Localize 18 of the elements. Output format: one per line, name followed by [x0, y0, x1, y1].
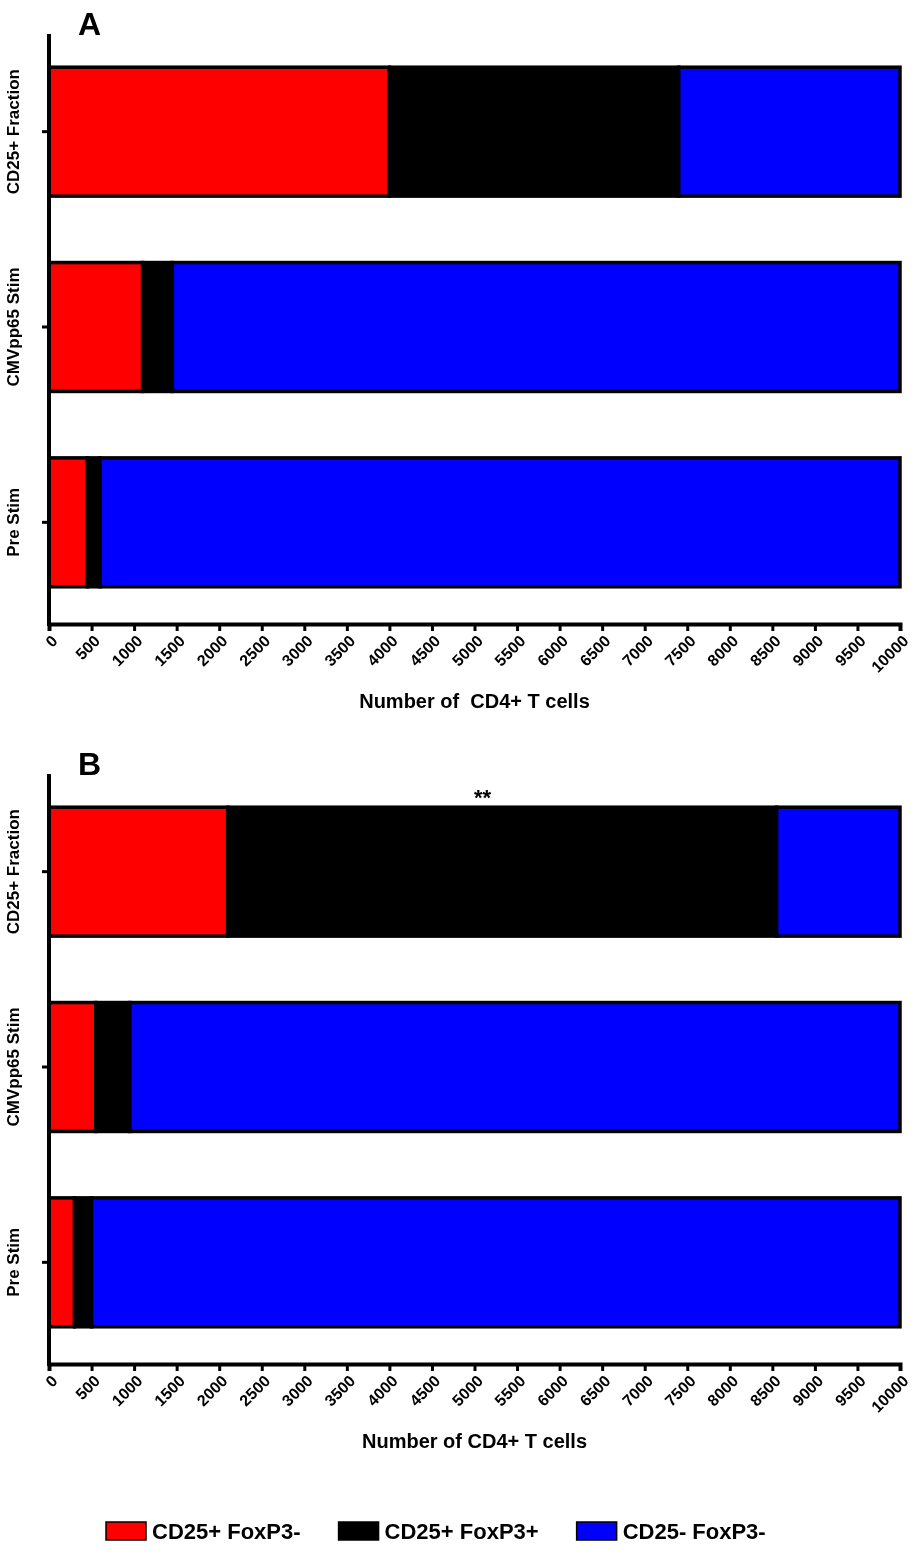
y-tick-label: Pre Stim — [4, 1227, 23, 1297]
y-tick-label: Pre Stim — [4, 487, 23, 557]
x-tick-label: 0 — [42, 1371, 61, 1391]
legend-label: CD25- FoxP3- — [622, 1519, 766, 1544]
y-tick-label: CMVpp65 Stim — [4, 1007, 23, 1127]
chart-title: A — [78, 6, 102, 42]
y-tick-label: CD25+ Fraction — [4, 809, 23, 935]
x-tick-label: 500 — [72, 1371, 104, 1403]
y-tick-label: CD25+ Fraction — [4, 69, 23, 195]
chart-title: B — [78, 746, 102, 782]
x-axis-title: Number of CD4+ T cells — [361, 1430, 588, 1452]
x-tick-label: 500 — [72, 631, 104, 663]
legend-label: CD25+ FoxP3+ — [384, 1519, 539, 1544]
x-tick-label: 0 — [42, 631, 61, 651]
x-axis-title: Number of CD4+ T cells — [359, 690, 590, 712]
legend-label: CD25+ FoxP3- — [152, 1519, 301, 1544]
y-tick-label: CMVpp65 Stim — [4, 267, 23, 387]
annotation: ** — [473, 785, 492, 811]
